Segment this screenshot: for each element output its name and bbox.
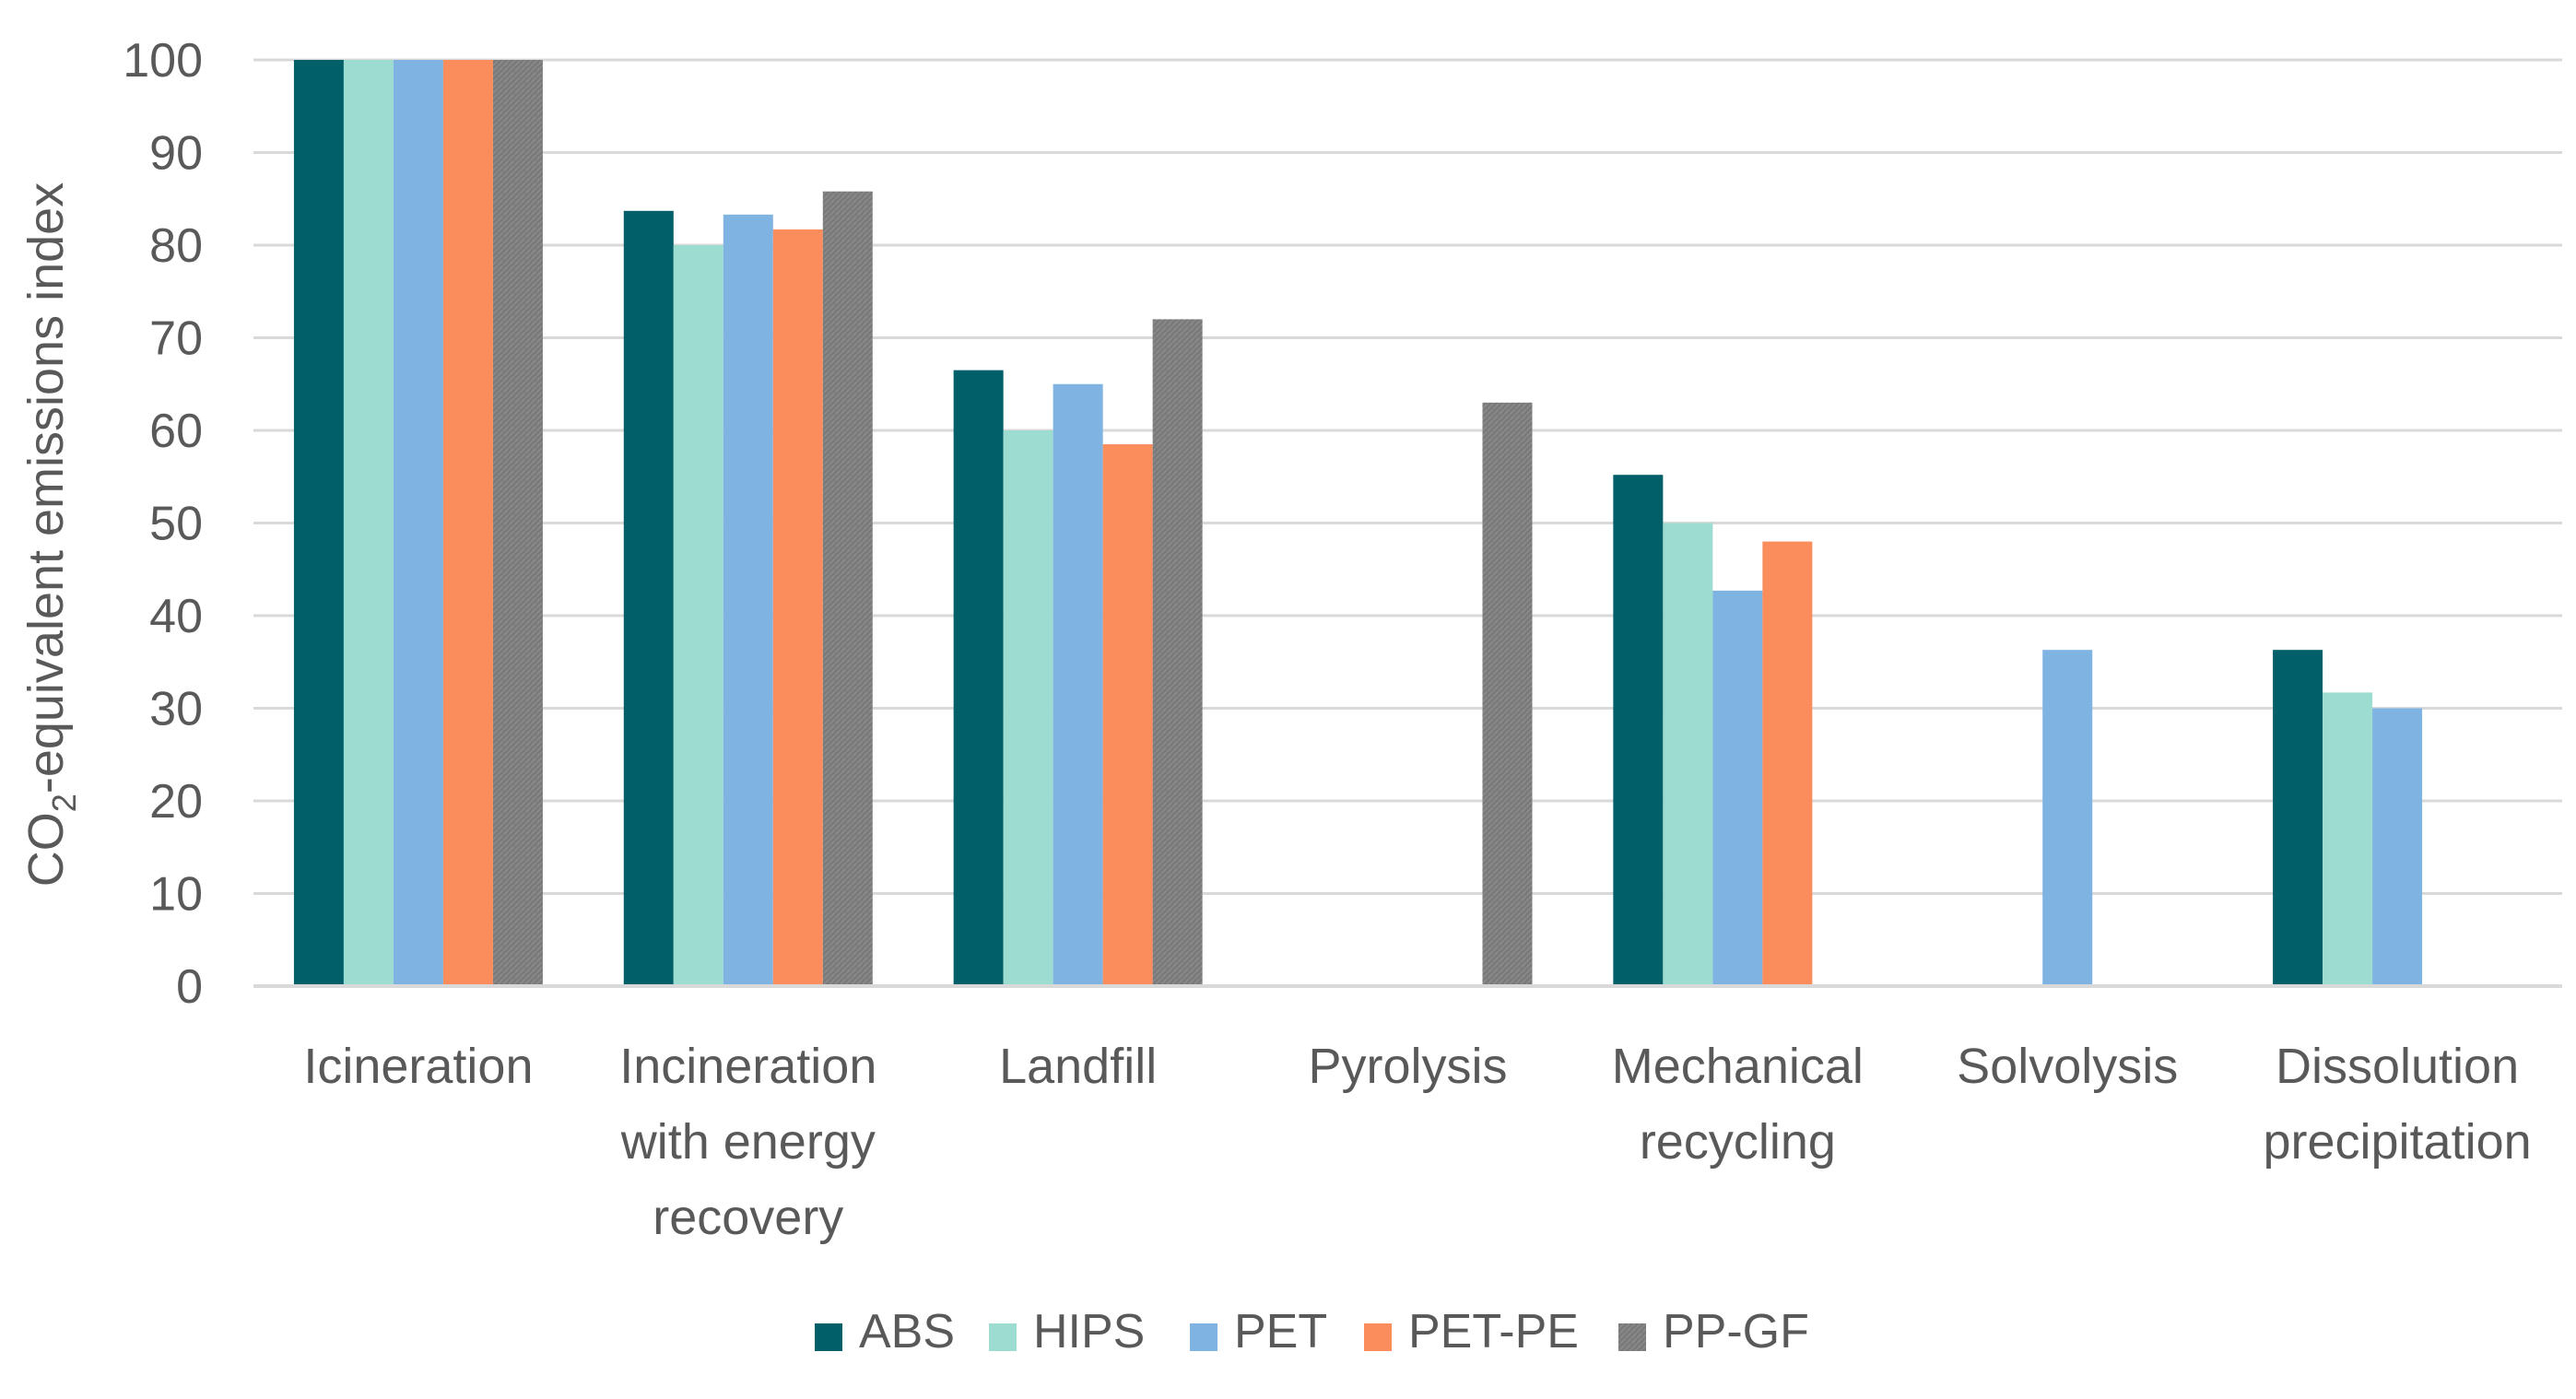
bar-abs-incineration-with-energy-recovery (623, 210, 674, 986)
x-tick-label-landfill: Landfill (999, 1039, 1157, 1094)
axis-labels: CO2-equivalent emissions index 0 10 20 30 40… (18, 34, 2532, 1245)
legend-label-pet: PET (1234, 1305, 1327, 1358)
bar-pet-solvolysis (2042, 650, 2093, 986)
bar-abs-landfill (953, 370, 1004, 986)
y-tick-label-30: 30 (149, 683, 203, 736)
y-tick-label-70: 70 (149, 312, 203, 366)
x-tick-label-solvolysis: Solvolysis (1957, 1039, 2178, 1094)
legend-label-hips: HIPS (1033, 1305, 1145, 1358)
bar-abs-dissolution-precipitation (2273, 650, 2323, 986)
bar-hips-icineration (343, 60, 394, 986)
legend-swatch-pet-pe (1364, 1323, 1392, 1351)
bar-pet-pe-mechanical-recycling (1762, 541, 1813, 986)
bar-pet-icineration (393, 60, 443, 986)
bar-hips-incineration-with-energy-recovery (673, 245, 723, 986)
y-tick-label-100: 100 (123, 34, 203, 88)
legend-label-pp-gf: PP-GF (1663, 1305, 1809, 1358)
y-axis-label-main: CO (18, 812, 74, 887)
y-tick-label-0: 0 (176, 960, 203, 1014)
x-tick-label-mechanical-recycling-line-1: Mechanical (1612, 1039, 1864, 1094)
y-axis-label-subscript: 2 (45, 794, 83, 812)
legend: ABS HIPS PET PET-PE PP-GF (815, 1305, 1809, 1358)
y-axis-label-rest: -equivalent emissions index (18, 182, 74, 794)
y-tick-label-60: 60 (149, 405, 203, 458)
bar-hips-dissolution-precipitation (2323, 692, 2373, 986)
bar-pp-gf-landfill (1152, 319, 1203, 986)
x-tick-label-dissolution-precipitation-line-1: Dissolution (2276, 1039, 2519, 1094)
bar-pet-landfill (1053, 383, 1103, 986)
legend-swatch-abs (815, 1323, 842, 1351)
x-tick-label-mechanical-recycling-line-2: recycling (1640, 1114, 1836, 1170)
x-tick-label-incineration-with-energy-recovery-line-3: recovery (653, 1190, 843, 1245)
bar-pet-pe-icineration (442, 60, 493, 986)
legend-swatch-hips (989, 1323, 1017, 1351)
x-tick-label-icineration: Icineration (303, 1039, 533, 1094)
gridlines (253, 58, 2562, 895)
bar-hips-mechanical-recycling (1663, 523, 1713, 986)
y-tick-label-10: 10 (149, 868, 203, 922)
bar-abs-icineration (293, 60, 344, 986)
bar-pp-gf-incineration-with-energy-recovery (822, 191, 873, 986)
y-tick-label-20: 20 (149, 775, 203, 829)
x-tick-label-incineration-with-energy-recovery-line-1: Incineration (619, 1039, 876, 1094)
bar-pet-dissolution-precipitation (2372, 708, 2423, 986)
x-tick-label-pyrolysis: Pyrolysis (1308, 1039, 1507, 1094)
legend-swatch-pp-gf (1618, 1323, 1646, 1351)
y-tick-label-50: 50 (149, 498, 203, 551)
y-tick-label-80: 80 (149, 219, 203, 273)
bar-abs-mechanical-recycling (1613, 475, 1664, 986)
y-axis-label: CO2-equivalent emissions index (18, 182, 83, 887)
bar-pp-gf-pyrolysis (1482, 402, 1533, 987)
x-tick-label-dissolution-precipitation-line-2: precipitation (2263, 1114, 2531, 1170)
bars (293, 60, 2423, 987)
bar-pet-incineration-with-energy-recovery (723, 214, 773, 986)
x-tick-label-incineration-with-energy-recovery-line-2: with energy (620, 1114, 876, 1170)
legend-label-abs: ABS (859, 1305, 955, 1358)
bar-hips-landfill (1003, 430, 1053, 986)
bar-pet-pe-incineration-with-energy-recovery (772, 229, 823, 987)
y-tick-label-90: 90 (149, 127, 203, 181)
bar-pet-pe-landfill (1102, 444, 1153, 986)
bar-pet-mechanical-recycling (1712, 590, 1763, 986)
y-tick-label-40: 40 (149, 590, 203, 643)
bar-pp-gf-icineration (492, 60, 543, 986)
legend-label-pet-pe: PET-PE (1408, 1305, 1579, 1358)
legend-swatch-pet (1190, 1323, 1217, 1351)
